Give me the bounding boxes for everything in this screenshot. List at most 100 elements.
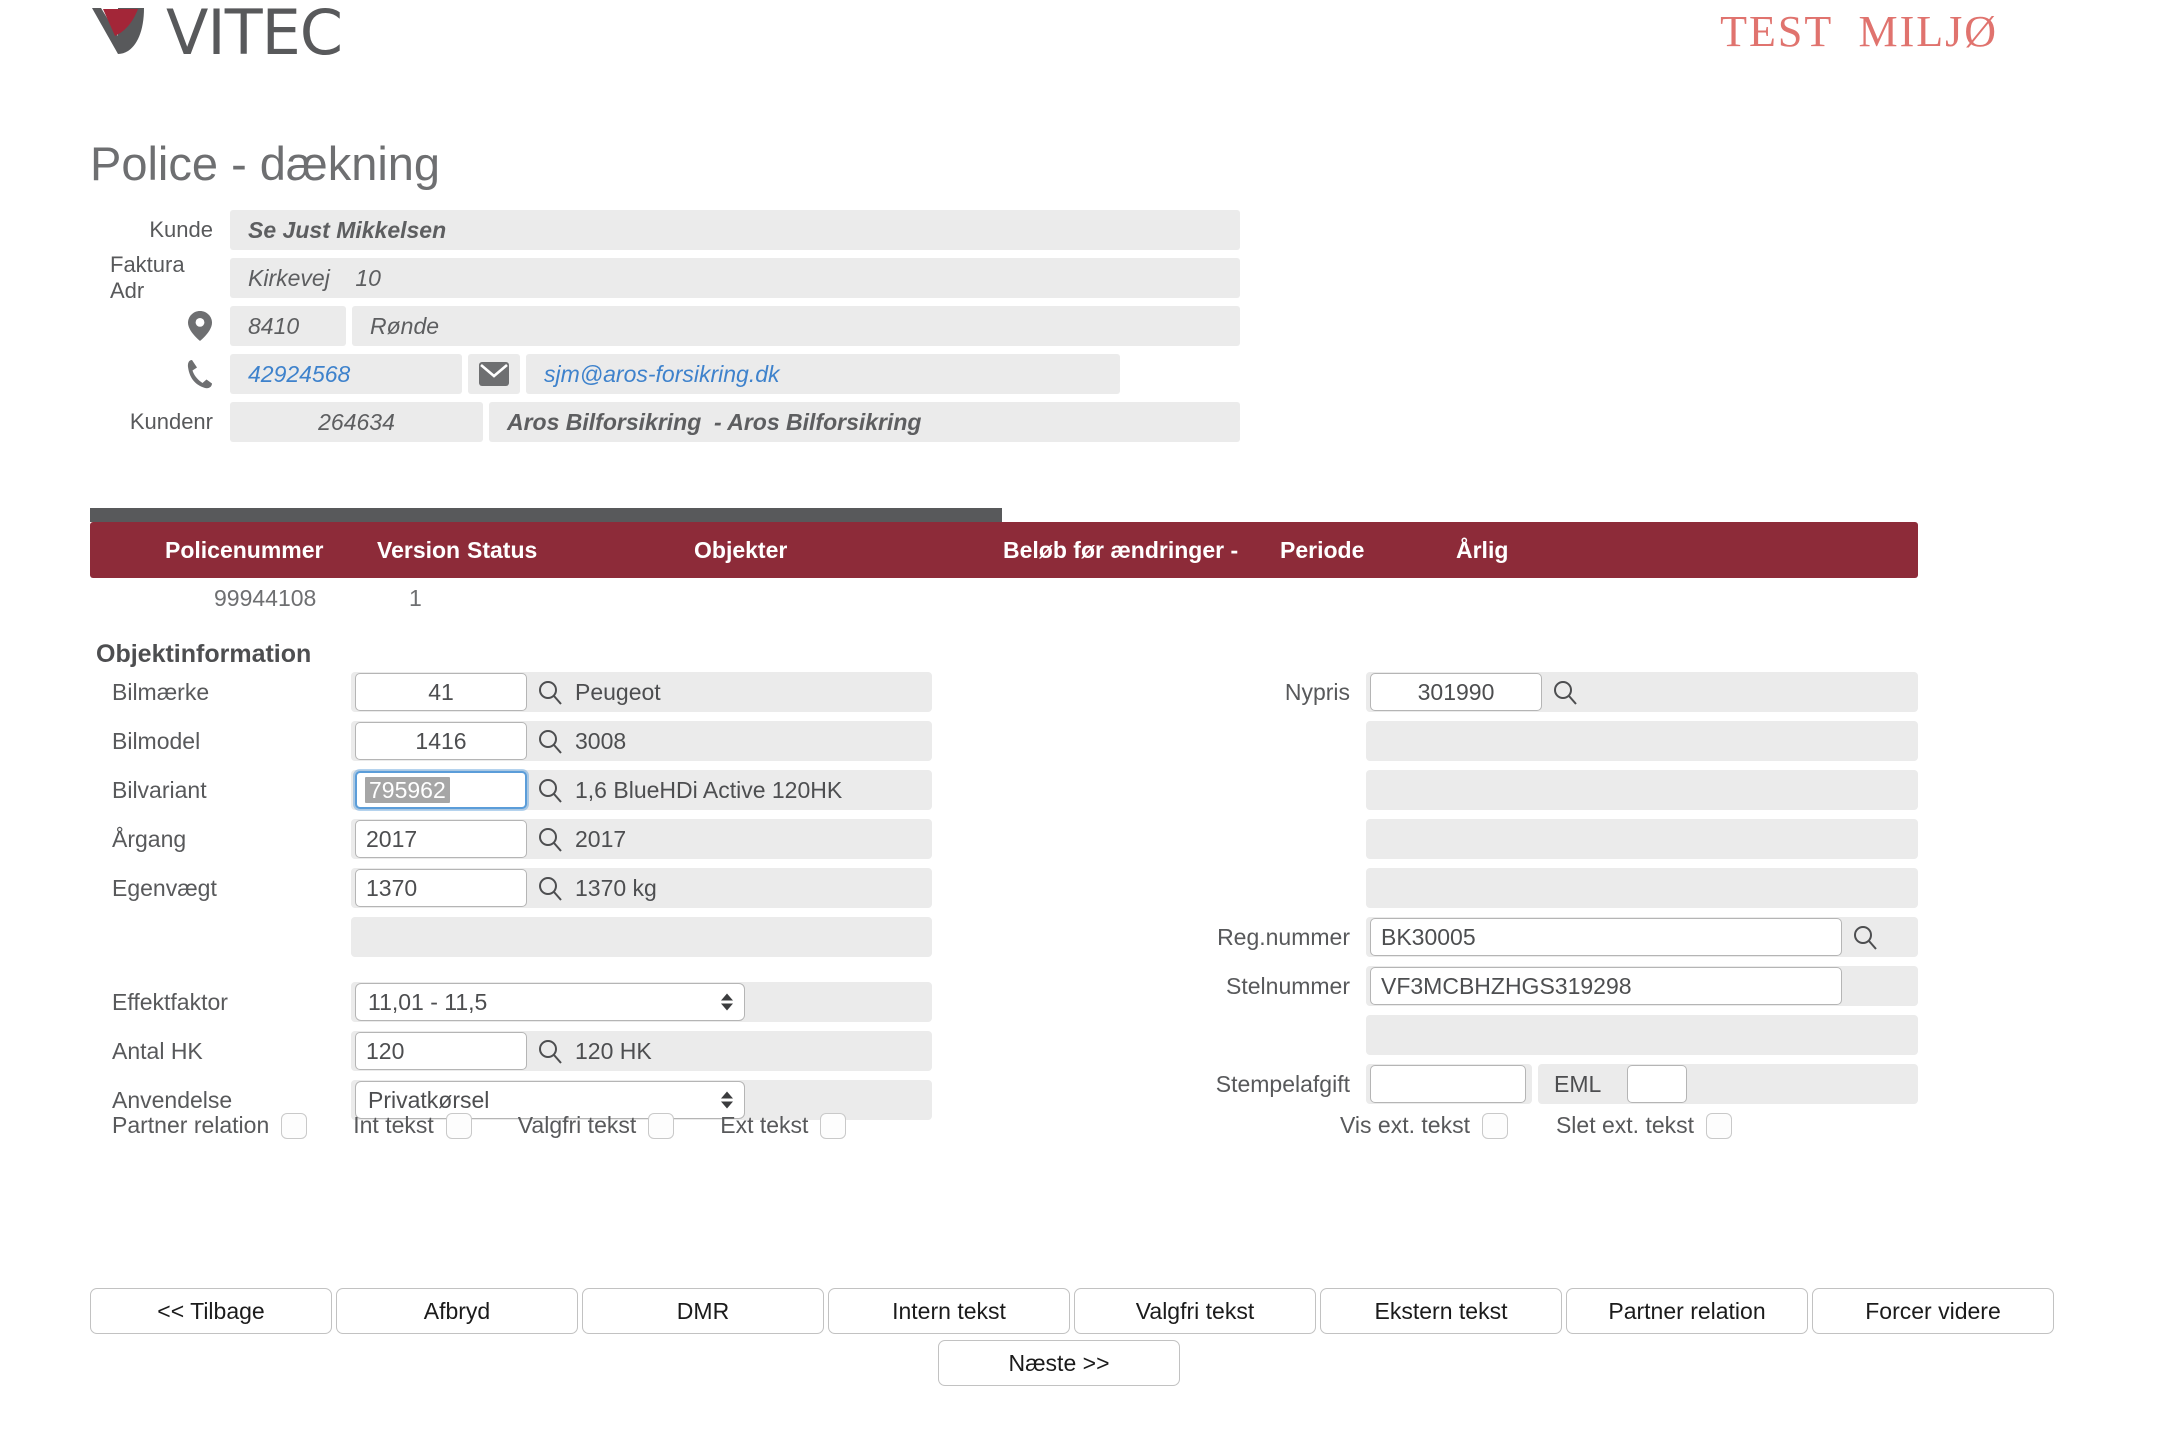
customer-info-block: Kunde Se Just Mikkelsen Faktura Adr Kirk… — [110, 210, 1290, 450]
checkbox-int-tekst[interactable]: Int tekst — [353, 1112, 472, 1139]
telefon-link[interactable]: 42924568 — [230, 354, 462, 394]
search-icon[interactable] — [1542, 679, 1588, 705]
effektfaktor-selectbox[interactable]: 11,01 - 11,5 — [355, 983, 745, 1021]
search-icon[interactable] — [527, 679, 573, 705]
valgfri-tekst-button[interactable]: Valgfri tekst — [1074, 1288, 1316, 1334]
empty-field-r4 — [1366, 868, 1918, 908]
dmr-button[interactable]: DMR — [582, 1288, 824, 1334]
aargang-label: Årgang — [112, 825, 187, 852]
effektfaktor-select[interactable]: 11,01 - 11,5 — [355, 983, 745, 1021]
col-header-policenummer[interactable]: Policenummer — [165, 536, 324, 563]
slet-ext-tekst-checkbox[interactable] — [1706, 1112, 1733, 1139]
bilmodel-input[interactable] — [355, 722, 527, 760]
aargang-display: 2017 — [575, 825, 627, 852]
customer-row-faktura-adr: Faktura Adr Kirkevej 10 — [110, 252, 1290, 303]
customer-row-postal: 8410 Rønde — [110, 306, 1290, 346]
stelnummer-input[interactable] — [1370, 967, 1842, 1005]
table-row[interactable]: 99944108 1 — [90, 578, 1918, 618]
field-row-empty-r2 — [1136, 770, 1918, 810]
kunde-value[interactable]: Se Just Mikkelsen — [230, 210, 1240, 250]
search-icon[interactable] — [527, 875, 573, 901]
vitec-logo-text: VITEC — [166, 0, 343, 69]
checkbox-valgfri-tekst[interactable]: Valgfri tekst — [517, 1112, 675, 1139]
field-row-stelnummer: Stelnummer — [1136, 966, 1918, 1006]
bilmodel-display: 3008 — [575, 727, 627, 754]
partner-relation-label: Partner relation — [112, 1112, 270, 1138]
intern-tekst-button[interactable]: Intern tekst — [828, 1288, 1070, 1334]
object-info-left-column: Bilmærke Peugeot Bilmodel 3008 Bilvarian… — [96, 672, 932, 1129]
anvendelse-select[interactable]: Privatkørsel — [355, 1081, 745, 1119]
naeste-button[interactable]: Næste >> — [938, 1340, 1180, 1386]
right-checkbox-row: Vis ext. tekst Slet ext. tekst — [1340, 1112, 1733, 1139]
regnummer-field — [1366, 917, 1918, 957]
empty-field-left — [351, 917, 932, 957]
field-row-bilmaerke: Bilmærke Peugeot — [96, 672, 932, 712]
stempelafgift-input[interactable] — [1370, 1065, 1526, 1103]
col-header-aarlig[interactable]: Årlig — [1456, 536, 1509, 563]
search-icon[interactable] — [527, 728, 573, 754]
int-tekst-label: Int tekst — [353, 1112, 434, 1138]
empty-field-r3 — [1366, 819, 1918, 859]
field-row-egenvaegt: Egenvægt 1370 kg — [96, 868, 932, 908]
search-icon[interactable] — [527, 1038, 573, 1064]
aargang-input[interactable] — [355, 820, 527, 858]
effektfaktor-label: Effektfaktor — [112, 988, 228, 1015]
search-icon[interactable] — [1842, 924, 1888, 950]
col-header-periode[interactable]: Periode — [1280, 536, 1365, 563]
field-row-effektfaktor: Effektfaktor 11,01 - 11,5 — [96, 982, 932, 1022]
aargang-field: 2017 — [351, 819, 932, 859]
stempelafgift-field — [1366, 1064, 1532, 1104]
regnummer-label: Reg.nummer — [1217, 923, 1350, 950]
envelope-icon[interactable] — [468, 354, 520, 394]
anvendelse-selectbox[interactable]: Privatkørsel — [355, 1081, 745, 1119]
bilvariant-display: 1,6 BlueHDi Active 120HK — [575, 776, 843, 803]
tilbage-button[interactable]: << Tilbage — [90, 1288, 332, 1334]
regnummer-input[interactable] — [1370, 918, 1842, 956]
page-title: Police - dækning — [90, 137, 441, 190]
bilvariant-input-wrap: 795962 — [355, 771, 527, 809]
eml-input[interactable] — [1627, 1065, 1688, 1103]
empty-field-r2 — [1366, 770, 1918, 810]
col-header-status[interactable]: Status — [467, 536, 538, 563]
field-row-aargang: Årgang 2017 — [96, 819, 932, 859]
int-tekst-checkbox[interactable] — [445, 1112, 472, 1139]
col-header-belob[interactable]: Beløb før ændringer - — [1003, 536, 1239, 563]
bilmaerke-label: Bilmærke — [112, 678, 210, 705]
partner-relation-checkbox[interactable] — [281, 1112, 308, 1139]
kunde-label: Kunde — [149, 217, 213, 242]
checkbox-partner-relation[interactable]: Partner relation — [112, 1112, 308, 1139]
bilmaerke-field: Peugeot — [351, 672, 932, 712]
ext-tekst-checkbox[interactable] — [820, 1112, 847, 1139]
egenvaegt-input[interactable] — [355, 869, 527, 907]
afbryd-button[interactable]: Afbryd — [336, 1288, 578, 1334]
col-header-objekter[interactable]: Objekter — [694, 536, 788, 563]
field-row-anvendelse: Anvendelse Privatkørsel — [96, 1080, 932, 1120]
valgfri-tekst-label: Valgfri tekst — [517, 1112, 637, 1138]
checkbox-slet-ext-tekst[interactable]: Slet ext. tekst — [1556, 1112, 1733, 1139]
field-row-bilmodel: Bilmodel 3008 — [96, 721, 932, 761]
valgfri-tekst-checkbox[interactable] — [648, 1112, 675, 1139]
checkbox-ext-tekst[interactable]: Ext tekst — [720, 1112, 847, 1139]
field-row-antal-hk: Antal HK 120 HK — [96, 1031, 932, 1071]
forcer-videre-button[interactable]: Forcer videre — [1812, 1288, 2054, 1334]
col-header-version[interactable]: Version — [377, 536, 461, 563]
bilvariant-input[interactable] — [355, 771, 527, 809]
action-button-row-secondary: Næste >> — [938, 1340, 1180, 1386]
nypris-field — [1366, 672, 1918, 712]
field-row-empty-r4 — [1136, 868, 1918, 908]
partner-relation-button[interactable]: Partner relation — [1566, 1288, 1808, 1334]
email-link[interactable]: sjm@aros-forsikring.dk — [526, 354, 1120, 394]
search-icon[interactable] — [527, 777, 573, 803]
bilmaerke-input[interactable] — [355, 673, 527, 711]
empty-field-r5 — [1366, 1015, 1918, 1055]
by-value: Rønde — [352, 306, 1240, 346]
search-icon[interactable] — [527, 826, 573, 852]
vis-ext-tekst-checkbox[interactable] — [1481, 1112, 1508, 1139]
checkbox-vis-ext-tekst[interactable]: Vis ext. tekst — [1340, 1112, 1508, 1139]
antal-hk-input[interactable] — [355, 1032, 527, 1070]
cell-policenummer[interactable]: 99944108 — [214, 584, 317, 611]
ekstern-tekst-button[interactable]: Ekstern tekst — [1320, 1288, 1562, 1334]
stelnummer-label: Stelnummer — [1226, 972, 1350, 999]
nypris-input[interactable] — [1370, 673, 1542, 711]
phone-icon — [110, 354, 230, 394]
